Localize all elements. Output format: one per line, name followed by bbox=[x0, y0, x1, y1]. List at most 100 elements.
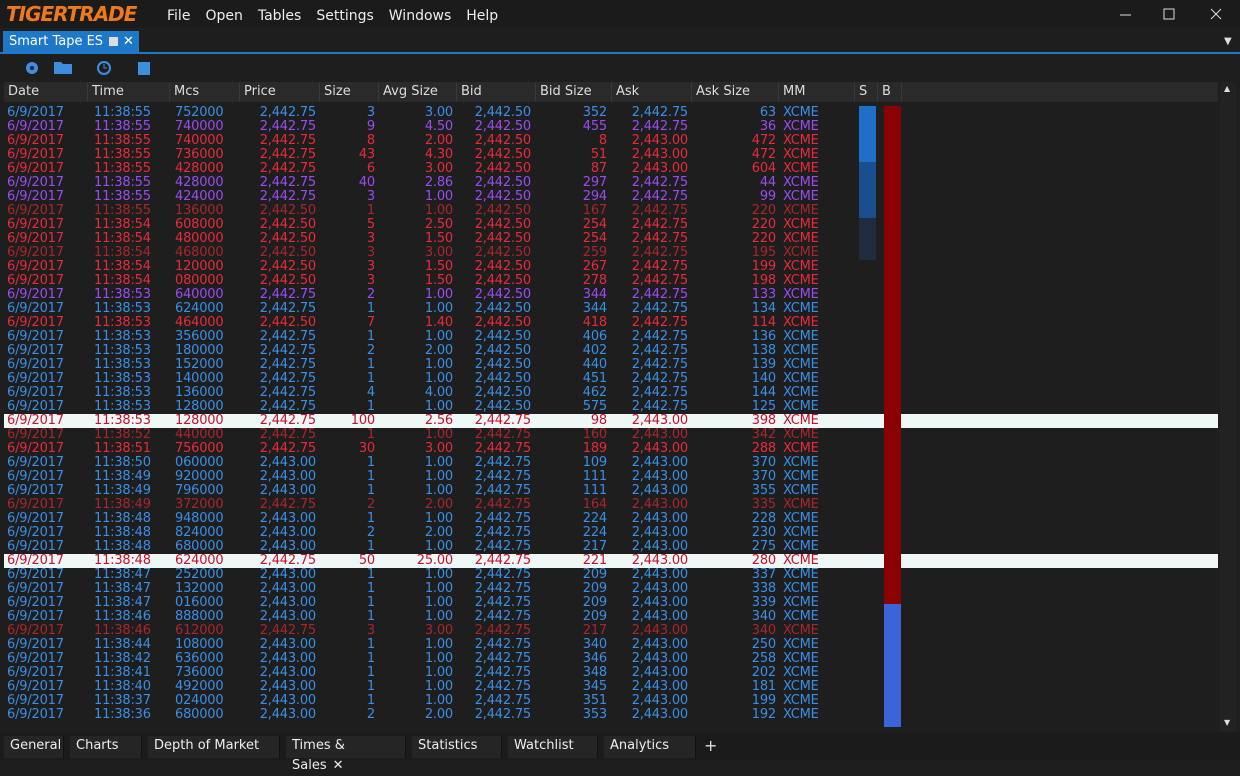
column-header[interactable]: Date bbox=[4, 83, 88, 101]
scrollbar[interactable]: ▲ ▼ bbox=[1220, 82, 1236, 732]
column-header[interactable]: MM bbox=[779, 83, 855, 101]
cell: 6/9/2017 bbox=[7, 175, 64, 190]
tape-row[interactable]: 6/9/2017 11:38:41 736000 2,443.00 1 1.00 2,442… bbox=[4, 666, 1218, 680]
cell: 756000 bbox=[175, 441, 224, 456]
tape-row[interactable]: 6/9/2017 11:38:51 756000 2,442.75 30 3.00 2,44… bbox=[4, 442, 1218, 456]
add-tab[interactable]: + bbox=[704, 736, 718, 755]
tape-row[interactable]: 6/9/2017 11:38:55 428000 2,442.75 6 3.00 2,442… bbox=[4, 162, 1218, 176]
document-tab[interactable]: Smart Tape ES ✕ bbox=[3, 31, 139, 52]
tape-row[interactable]: 6/9/2017 11:38:36 680000 2,443.00 2 2.00 2,442… bbox=[4, 708, 1218, 722]
tape-row[interactable]: 6/9/2017 11:38:48 624000 2,442.75 50 25.00 2,4… bbox=[4, 554, 1218, 568]
menu-item[interactable]: Settings bbox=[316, 8, 374, 24]
tape-row[interactable]: 6/9/2017 11:38:53 180000 2,442.75 2 2.00 2,442… bbox=[4, 344, 1218, 358]
cell: 2 bbox=[366, 497, 375, 512]
tape-row[interactable]: 6/9/2017 11:38:47 132000 2,443.00 1 1.00 2,442… bbox=[4, 582, 1218, 596]
tape-row[interactable]: 6/9/2017 11:38:53 140000 2,442.75 1 1.00 2,442… bbox=[4, 372, 1218, 386]
tape-row[interactable]: 6/9/2017 11:38:54 608000 2,442.50 5 2.50 2,442… bbox=[4, 218, 1218, 232]
cell: 2.00 bbox=[424, 525, 453, 540]
tape-row[interactable]: 6/9/2017 11:38:54 080000 2,442.50 3 1.50 2,442… bbox=[4, 274, 1218, 288]
cell: 2,442.50 bbox=[474, 371, 531, 386]
tape-row[interactable]: 6/9/2017 11:38:55 736000 2,442.75 43 4.30 2,44… bbox=[4, 148, 1218, 162]
tape-row[interactable]: 6/9/2017 11:38:55 136000 2,442.50 1 1.00 2,442… bbox=[4, 204, 1218, 218]
cell: 1.50 bbox=[424, 259, 453, 274]
bottom-tab[interactable]: Statistics bbox=[412, 736, 502, 758]
cell: 11:38:55 bbox=[94, 147, 151, 162]
tape-row[interactable]: 6/9/2017 11:38:50 060000 2,443.00 1 1.00 2,442… bbox=[4, 456, 1218, 470]
bottom-tab[interactable]: Depth of Market bbox=[148, 736, 280, 758]
tape-row[interactable]: 6/9/2017 11:38:55 752000 2,442.75 3 3.00 2,442… bbox=[4, 106, 1218, 120]
cell: 2,442.75 bbox=[474, 497, 531, 512]
cell: 2,442.50 bbox=[474, 175, 531, 190]
tape-row[interactable]: 6/9/2017 11:38:48 680000 2,443.00 1 1.00 2,442… bbox=[4, 540, 1218, 554]
tape-row[interactable]: 6/9/2017 11:38:49 796000 2,443.00 1 1.00 2,442… bbox=[4, 484, 1218, 498]
cell: 11:38:49 bbox=[94, 497, 151, 512]
cell: 3 bbox=[366, 245, 375, 260]
tape-row[interactable]: 6/9/2017 11:38:48 824000 2,443.00 2 2.00 2,442… bbox=[4, 526, 1218, 540]
tape-row[interactable]: 6/9/2017 11:38:53 128000 2,442.75 1 1.00 2,442… bbox=[4, 400, 1218, 414]
cell: 11:38:53 bbox=[94, 329, 151, 344]
tape-row[interactable]: 6/9/2017 11:38:53 624000 2,442.75 1 1.00 2,442… bbox=[4, 302, 1218, 316]
column-header[interactable]: Size bbox=[320, 83, 379, 101]
column-header[interactable]: Ask bbox=[612, 83, 692, 101]
tape-row[interactable]: 6/9/2017 11:38:53 152000 2,442.75 1 1.00 2,442… bbox=[4, 358, 1218, 372]
bottom-tab[interactable]: Watchlist bbox=[508, 736, 598, 758]
cell: 455 bbox=[582, 119, 607, 134]
tape-row[interactable]: 6/9/2017 11:38:49 372000 2,442.75 2 2.00 2,442… bbox=[4, 498, 1218, 512]
tape-row[interactable]: 6/9/2017 11:38:47 016000 2,443.00 1 1.00 2,442… bbox=[4, 596, 1218, 610]
cell: 230 bbox=[751, 525, 776, 540]
menu-item[interactable]: Help bbox=[466, 8, 499, 24]
tape-row[interactable]: 6/9/2017 11:38:42 636000 2,443.00 1 1.00 2,442… bbox=[4, 652, 1218, 666]
tape-row[interactable]: 6/9/2017 11:38:47 252000 2,443.00 1 1.00 2,442… bbox=[4, 568, 1218, 582]
tape-row[interactable]: 6/9/2017 11:38:37 024000 2,443.00 1 1.00 2,442… bbox=[4, 694, 1218, 708]
tape-row[interactable]: 6/9/2017 11:38:55 428000 2,442.75 40 2.86 2,44… bbox=[4, 176, 1218, 190]
menu-item[interactable]: Open bbox=[205, 8, 243, 24]
cell: 6/9/2017 bbox=[7, 119, 64, 134]
tape-row[interactable]: 6/9/2017 11:38:53 356000 2,442.75 1 1.00 2,442… bbox=[4, 330, 1218, 344]
cell: 624000 bbox=[175, 301, 224, 316]
tape-row[interactable]: 6/9/2017 11:38:53 464000 2,442.50 7 1.40 2,442… bbox=[4, 316, 1218, 330]
column-header[interactable]: Bid Size bbox=[536, 83, 612, 101]
tape-row[interactable]: 6/9/2017 11:38:48 948000 2,443.00 1 1.00 2,442… bbox=[4, 512, 1218, 526]
bottom-tab[interactable]: Charts bbox=[70, 736, 142, 758]
bottom-tab[interactable]: General bbox=[4, 736, 64, 758]
bottom-tab[interactable]: Times & Sales ✕ bbox=[286, 736, 406, 773]
tape-row[interactable]: 6/9/2017 11:38:55 740000 2,442.75 8 2.00 2,442… bbox=[4, 134, 1218, 148]
cell: 2,442.50 bbox=[474, 287, 531, 302]
tape-row[interactable]: 6/9/2017 11:38:54 480000 2,442.50 3 1.50 2,442… bbox=[4, 232, 1218, 246]
column-header[interactable]: Bid bbox=[457, 83, 536, 101]
tape-row[interactable]: 6/9/2017 11:38:53 136000 2,442.75 4 4.00 2,442… bbox=[4, 386, 1218, 400]
cell: 2,442.50 bbox=[259, 315, 316, 330]
tab-menu[interactable]: ▼ bbox=[1224, 36, 1232, 47]
column-header[interactable]: Mcs bbox=[170, 83, 240, 101]
tape-row[interactable]: 6/9/2017 11:38:53 128000 2,442.75 100 2.56 2,4… bbox=[4, 414, 1218, 428]
tape-row[interactable]: 6/9/2017 11:38:53 640000 2,442.75 2 1.00 2,442… bbox=[4, 288, 1218, 302]
column-header[interactable]: S bbox=[855, 83, 878, 101]
tape-row[interactable]: 6/9/2017 11:38:55 424000 2,442.75 3 1.00 2,442… bbox=[4, 190, 1218, 204]
tape-row[interactable]: 6/9/2017 11:38:44 108000 2,443.00 1 1.00 2,442… bbox=[4, 638, 1218, 652]
tape-row[interactable]: 6/9/2017 11:38:55 740000 2,442.75 9 4.50 2,442… bbox=[4, 120, 1218, 134]
cell: 2,442.50 bbox=[474, 399, 531, 414]
cell: 2,442.75 bbox=[631, 329, 688, 344]
column-header[interactable]: Time bbox=[88, 83, 170, 101]
cell: 2.00 bbox=[424, 497, 453, 512]
tape-row[interactable]: 6/9/2017 11:38:54 120000 2,442.50 3 1.50 2,442… bbox=[4, 260, 1218, 274]
column-header[interactable]: Price bbox=[240, 83, 320, 101]
window-controls[interactable] bbox=[1110, 5, 1235, 23]
tape-row[interactable]: 6/9/2017 11:38:46 612000 2,442.75 3 3.00 2,442… bbox=[4, 624, 1218, 638]
column-header[interactable]: B bbox=[878, 83, 902, 101]
bottom-tab[interactable]: Analytics bbox=[604, 736, 696, 758]
menu-item[interactable]: Tables bbox=[257, 8, 302, 24]
column-header[interactable]: Avg Size bbox=[379, 83, 457, 101]
column-header[interactable]: Ask Size bbox=[692, 83, 779, 101]
tape-row[interactable]: 6/9/2017 11:38:52 440000 2,442.75 1 1.00 2,442… bbox=[4, 428, 1218, 442]
menu-item[interactable]: File bbox=[167, 8, 191, 24]
tape-row[interactable]: 6/9/2017 11:38:54 468000 2,442.50 3 3.00 2,442… bbox=[4, 246, 1218, 260]
tape-row[interactable]: 6/9/2017 11:38:46 888000 2,443.00 1 1.00 2,442… bbox=[4, 610, 1218, 624]
tape-row[interactable]: 6/9/2017 11:38:40 492000 2,443.00 1 1.00 2,442… bbox=[4, 680, 1218, 694]
cell: 138 bbox=[751, 343, 776, 358]
close-tab[interactable]: ✕ bbox=[332, 758, 344, 773]
cell: 132000 bbox=[175, 581, 224, 596]
menu-item[interactable]: Windows bbox=[388, 8, 452, 24]
tape-row[interactable]: 6/9/2017 11:38:49 920000 2,443.00 1 1.00 2,442… bbox=[4, 470, 1218, 484]
b-bar bbox=[884, 106, 901, 604]
